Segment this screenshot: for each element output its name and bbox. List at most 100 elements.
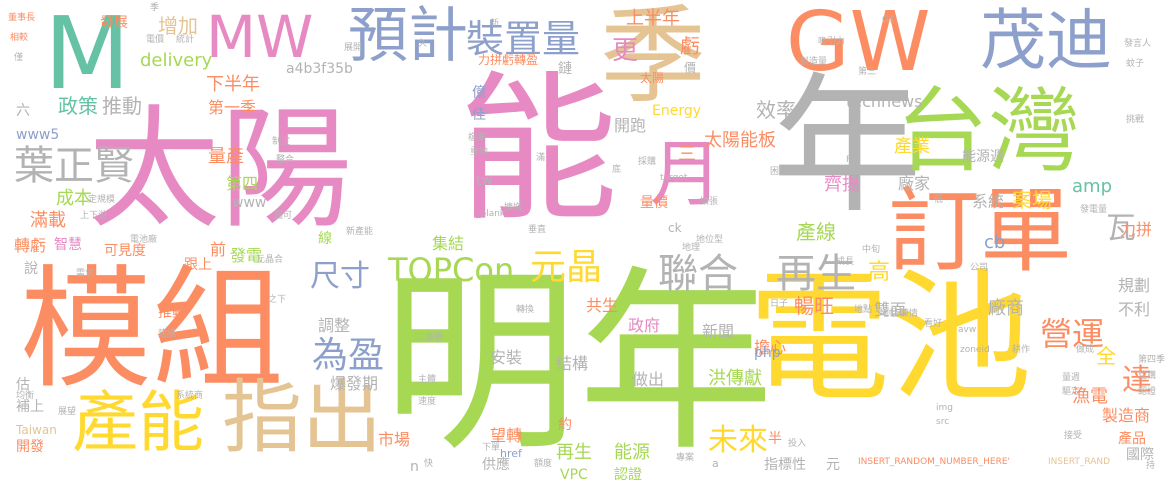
word-lipin: 力拼 bbox=[1120, 220, 1153, 239]
word-fazhan: 發展 bbox=[100, 15, 128, 31]
word-small: 底 bbox=[612, 165, 622, 175]
word-taiwan-en: Taiwan bbox=[16, 423, 57, 437]
word-small: INSERT_RAND bbox=[1048, 457, 1111, 467]
word-technews: technews bbox=[846, 92, 923, 111]
word-zaisheng: 再生 bbox=[776, 251, 856, 297]
word-zhuankui: 轉虧 bbox=[14, 236, 47, 255]
word-zuochu: 做出 bbox=[632, 370, 665, 389]
word-delivery: delivery bbox=[140, 50, 213, 71]
word-xitong: 系統 bbox=[972, 192, 1005, 211]
word-vpc: VPC bbox=[560, 467, 588, 482]
word-small: 統計 bbox=[176, 35, 195, 45]
word-ji: 季 bbox=[600, 0, 706, 118]
word-gongsheng: 共生 bbox=[586, 296, 619, 315]
word-liu: 六 bbox=[16, 103, 30, 119]
word-small: 新 bbox=[490, 19, 500, 29]
word-small: 主體 bbox=[418, 375, 437, 385]
word-small: 久 bbox=[418, 39, 428, 49]
word-small: 耕作 bbox=[1012, 345, 1031, 355]
word-guoji: 國際 bbox=[1126, 447, 1154, 463]
word-small: 做成 bbox=[1076, 345, 1095, 355]
word-nengyuanzhou: 能源週 bbox=[962, 149, 1004, 165]
word-small: 董事長 bbox=[8, 13, 36, 23]
word-small: 僅 bbox=[14, 53, 24, 63]
word-small: 認證 bbox=[1138, 387, 1157, 397]
word-anchang: 案場 bbox=[1012, 188, 1052, 212]
word-gw: GW bbox=[786, 0, 931, 90]
word-yezhengxian: 葉正賢 bbox=[14, 143, 134, 189]
word-jijie: 集結 bbox=[432, 234, 465, 253]
word-small: 吸引力 bbox=[818, 37, 846, 47]
word-tuidong: 推動 bbox=[102, 94, 142, 118]
word-small: 投入 bbox=[788, 439, 807, 449]
word-energy: Energy bbox=[652, 103, 702, 119]
word-small: 製造量 bbox=[800, 57, 828, 67]
word-small: 陳情 bbox=[900, 309, 919, 319]
word-nian: 年 bbox=[772, 60, 923, 234]
word-gongying: 供應 bbox=[482, 457, 510, 473]
word-shuangmian: 雙面 bbox=[874, 300, 907, 319]
word-small: 第四季 bbox=[1138, 355, 1166, 365]
word-small: 新產能 bbox=[346, 227, 374, 237]
word-zengjia: 增加 bbox=[158, 14, 198, 38]
word-yuanjing: 元晶 bbox=[530, 247, 603, 288]
word-small: 重地 bbox=[470, 147, 489, 157]
word-quan: 全 bbox=[1096, 344, 1116, 368]
word-small: 下單 bbox=[482, 443, 501, 453]
word-small: 建議 bbox=[158, 329, 177, 339]
word-liangjia: 量價 bbox=[640, 195, 668, 211]
word-small: 建構 bbox=[1138, 371, 1157, 381]
word-php: php bbox=[754, 345, 781, 361]
word-tiaozheng: 調整 bbox=[318, 316, 351, 335]
word-bushang: 補上 bbox=[16, 399, 44, 415]
word-qiyang: 齊揚 bbox=[824, 174, 860, 195]
word-taiyangnengban: 太陽能板 bbox=[704, 130, 776, 151]
word-small: 專案 bbox=[676, 453, 695, 463]
word-small: 量週 bbox=[1062, 373, 1081, 383]
word-nengyuan: 能源 bbox=[614, 442, 650, 463]
word-chanxian: 產線 bbox=[796, 220, 836, 244]
word-shangbannian: 上半年 bbox=[626, 8, 680, 29]
word-small: 擴增 bbox=[504, 203, 523, 213]
word-small: 地點 bbox=[854, 305, 873, 315]
word-chicun: 尺寸 bbox=[310, 259, 370, 294]
word-guihua: 規劃 bbox=[1118, 276, 1151, 295]
word-small: 速度 bbox=[418, 397, 437, 407]
word-gensang: 跟上 bbox=[184, 257, 212, 273]
word-lipinzhuanying: 力拼虧轉盈 bbox=[478, 53, 539, 67]
word-chanpin: 產品 bbox=[1118, 431, 1146, 447]
word-neng: 能 bbox=[458, 56, 619, 243]
word-yue: 月 bbox=[650, 132, 723, 216]
word-small: 電價 bbox=[146, 35, 165, 45]
word-changshang: 廠商 bbox=[988, 298, 1024, 319]
word-small: 相較 bbox=[10, 33, 29, 43]
word-small: 電池廠 bbox=[130, 235, 158, 245]
word-www: www bbox=[232, 195, 267, 211]
word-m: M bbox=[44, 0, 131, 112]
word-small: 制定 bbox=[272, 137, 291, 147]
word-small: 季 bbox=[150, 3, 160, 13]
word-small: 挑戰 bbox=[1126, 115, 1145, 125]
word-small: 採購 bbox=[638, 157, 657, 167]
word-small: 整合 bbox=[276, 155, 295, 165]
word-da: 達 bbox=[1122, 363, 1152, 398]
word-amp: amp bbox=[1072, 176, 1112, 197]
word-small: 展開 bbox=[344, 43, 363, 53]
word-a4b3f35b: a4b3f35b bbox=[286, 61, 353, 77]
word-zhihui: 智慧 bbox=[54, 237, 82, 253]
word-zhuangzhiliang: 裝置量 bbox=[466, 17, 581, 61]
word-small: 地理 bbox=[682, 243, 701, 253]
word-small: zoneid bbox=[960, 345, 990, 355]
word-tw: tw bbox=[476, 173, 493, 189]
word-small: 上下游 bbox=[80, 211, 108, 221]
word-small: 轉換 bbox=[516, 305, 535, 315]
word-small: 看好 bbox=[924, 319, 943, 329]
word-anzhuang: 安裝 bbox=[490, 348, 523, 367]
word-zhizaoshang: 製造商 bbox=[1102, 406, 1151, 425]
word-small: 檔案 bbox=[468, 133, 487, 143]
word-cb: cb bbox=[984, 232, 1006, 253]
word-yingyun: 營運 bbox=[1040, 315, 1105, 353]
word-small: target bbox=[660, 173, 688, 183]
word-mingnian: 明年 bbox=[382, 250, 775, 478]
word-taiyang-small: 太陽 bbox=[640, 71, 665, 85]
